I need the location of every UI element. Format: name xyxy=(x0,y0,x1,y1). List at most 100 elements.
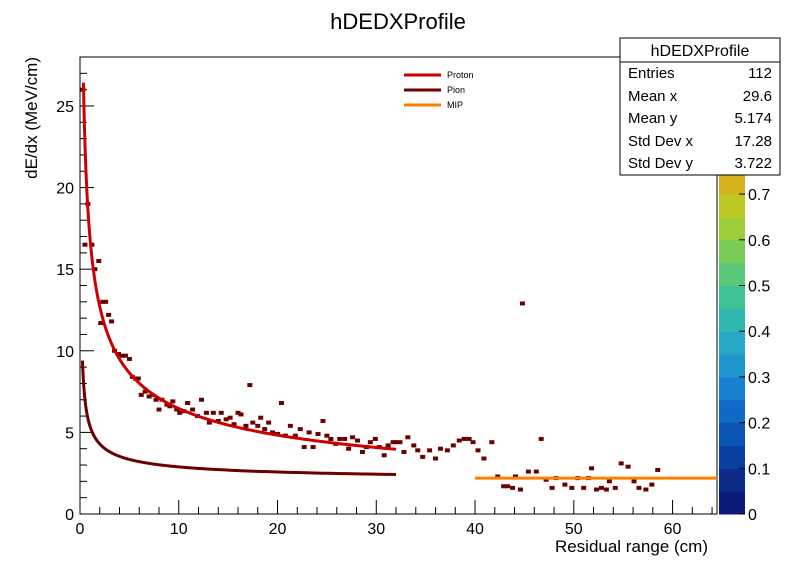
chart-title: hDEDXProfile xyxy=(330,9,466,34)
color-tick-label: 0.4 xyxy=(748,324,770,341)
data-point xyxy=(250,420,256,425)
y-tick-label: 25 xyxy=(56,99,74,116)
data-point xyxy=(243,423,249,428)
data-point xyxy=(519,301,525,306)
data-point xyxy=(569,485,575,490)
y-axis-label: dE/dx (MeV/cm) xyxy=(22,57,41,179)
color-tick-label: 0 xyxy=(748,507,757,524)
data-point xyxy=(437,446,443,451)
data-point xyxy=(247,383,253,388)
data-point xyxy=(170,399,176,404)
data-point xyxy=(525,469,531,474)
data-point xyxy=(405,435,411,440)
color-tick-label: 0.5 xyxy=(748,279,770,296)
curve-proton xyxy=(81,82,397,451)
data-point xyxy=(238,412,244,417)
data-point xyxy=(153,397,159,402)
data-point xyxy=(235,410,241,415)
data-point xyxy=(223,417,229,422)
data-point xyxy=(636,485,642,490)
data-point xyxy=(342,436,348,441)
data-point xyxy=(475,448,481,453)
x-axis-label: Residual range (cm) xyxy=(555,537,708,556)
y-axis: 0 5 10 15 20 25 xyxy=(56,56,94,524)
y-tick-label: 20 xyxy=(56,181,74,198)
data-point xyxy=(456,438,462,443)
data-point xyxy=(466,436,472,441)
data-point xyxy=(198,397,204,402)
data-point xyxy=(513,474,519,479)
color-palette-band xyxy=(719,171,745,195)
data-point xyxy=(185,401,191,406)
data-point xyxy=(96,259,102,264)
color-palette-band xyxy=(719,445,745,469)
data-point xyxy=(301,445,307,450)
data-point xyxy=(164,402,170,407)
data-point xyxy=(393,440,399,445)
data-point xyxy=(612,485,618,490)
data-point xyxy=(346,446,352,451)
data-point xyxy=(310,445,316,450)
data-point xyxy=(328,436,334,441)
data-point xyxy=(385,443,391,448)
data-point xyxy=(510,485,516,490)
data-point xyxy=(543,477,549,482)
data-point xyxy=(190,407,196,412)
x-tick-label: 40 xyxy=(466,521,484,538)
data-point xyxy=(420,454,426,459)
color-palette-band xyxy=(719,354,745,378)
data-point xyxy=(262,427,268,432)
stats-box-frame xyxy=(619,37,781,176)
data-point xyxy=(156,407,162,412)
data-point xyxy=(397,440,403,445)
color-palette-band xyxy=(719,285,745,309)
stats-value-mean-y: 5.174 xyxy=(734,110,772,127)
data-point xyxy=(372,436,378,441)
data-point xyxy=(337,436,343,441)
data-point xyxy=(594,487,600,492)
stats-value-mean-x: 29.6 xyxy=(743,88,772,105)
data-point xyxy=(533,469,539,474)
data-point xyxy=(227,415,233,420)
color-tick-label: 0.6 xyxy=(748,233,770,250)
color-palette-band xyxy=(719,491,745,515)
data-point xyxy=(401,449,407,454)
data-point xyxy=(106,312,112,317)
data-point xyxy=(122,353,128,358)
data-point xyxy=(98,321,104,326)
color-palette-band xyxy=(719,216,745,241)
data-point xyxy=(255,423,261,428)
data-point xyxy=(501,484,507,489)
data-point xyxy=(618,461,624,466)
data-point xyxy=(231,422,237,427)
data-point xyxy=(631,479,637,484)
data-points xyxy=(80,87,661,492)
data-point xyxy=(598,485,604,490)
data-point xyxy=(359,449,365,454)
data-point xyxy=(109,319,115,324)
data-point xyxy=(444,448,450,453)
data-point xyxy=(270,430,276,435)
data-point xyxy=(606,479,612,484)
data-point xyxy=(562,482,568,487)
data-point xyxy=(82,242,88,247)
y-tick-label: 0 xyxy=(65,507,74,524)
data-point xyxy=(589,466,595,471)
curve-pion xyxy=(80,360,397,476)
color-palette-band xyxy=(719,239,745,264)
data-point xyxy=(481,456,487,461)
data-point xyxy=(549,485,555,490)
data-point xyxy=(210,410,216,415)
data-point xyxy=(116,352,122,357)
legend-label-pion: Pion xyxy=(447,85,465,95)
stats-value-std-x: 17.28 xyxy=(734,133,772,150)
data-point xyxy=(142,389,148,394)
data-point xyxy=(258,415,264,420)
color-tick-label: 0.7 xyxy=(748,187,770,204)
x-tick-label: 0 xyxy=(76,521,85,538)
data-point xyxy=(655,467,661,472)
data-point xyxy=(581,485,587,490)
data-point xyxy=(461,436,467,441)
stats-label-entries: Entries xyxy=(628,65,675,82)
data-point xyxy=(603,487,609,492)
